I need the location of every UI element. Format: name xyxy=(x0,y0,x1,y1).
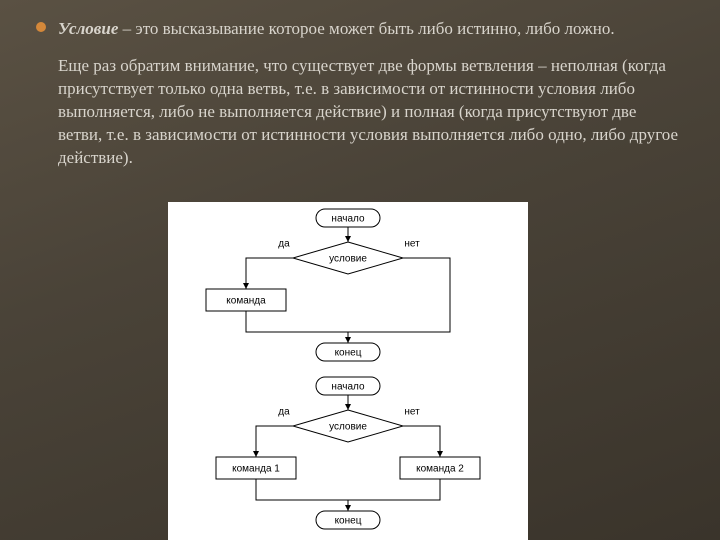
flowchart-diagram: начало условие команда конец начало условие ко… xyxy=(168,202,528,540)
svg-text:команда: команда xyxy=(226,296,266,307)
svg-text:да: да xyxy=(278,407,290,418)
svg-text:условие: условие xyxy=(329,254,367,265)
svg-text:команда 1: команда 1 xyxy=(232,464,280,475)
svg-text:конец: конец xyxy=(335,348,362,359)
bullet-icon xyxy=(36,22,46,32)
definition-text: – это высказывание которое может быть ли… xyxy=(118,19,614,38)
paragraph: Еще раз обратим внимание, что существует… xyxy=(58,55,680,170)
term: Условие xyxy=(58,19,118,38)
svg-text:нет: нет xyxy=(404,239,420,250)
svg-text:начало: начало xyxy=(331,382,365,393)
svg-text:начало: начало xyxy=(331,214,365,225)
svg-text:команда 2: команда 2 xyxy=(416,464,464,475)
slide-content: Условие – это высказывание которое может… xyxy=(0,0,720,170)
svg-text:нет: нет xyxy=(404,407,420,418)
definition-line: Условие – это высказывание которое может… xyxy=(58,18,680,41)
svg-text:да: да xyxy=(278,239,290,250)
svg-text:конец: конец xyxy=(335,516,362,527)
svg-text:условие: условие xyxy=(329,422,367,433)
